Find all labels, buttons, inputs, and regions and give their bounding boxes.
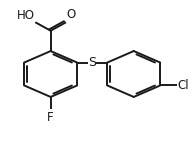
Text: S: S [88, 56, 96, 69]
Text: HO: HO [17, 9, 35, 22]
Text: O: O [67, 8, 76, 21]
Text: Cl: Cl [178, 79, 189, 92]
Text: F: F [47, 111, 54, 124]
